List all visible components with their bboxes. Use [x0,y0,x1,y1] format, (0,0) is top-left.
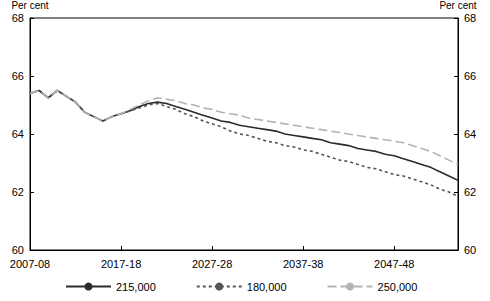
svg-text:64: 64 [12,128,24,140]
svg-text:Per cent: Per cent [11,0,48,11]
svg-text:Per cent: Per cent [439,0,476,11]
svg-text:215,000: 215,000 [116,281,156,293]
svg-text:64: 64 [464,128,476,140]
svg-text:2047-48: 2047-48 [374,258,414,270]
svg-text:62: 62 [12,186,24,198]
svg-text:60: 60 [12,244,24,256]
svg-text:2017-18: 2017-18 [101,258,141,270]
svg-text:68: 68 [464,12,476,24]
svg-text:68: 68 [12,12,24,24]
svg-text:60: 60 [464,244,476,256]
svg-text:2007-08: 2007-08 [10,258,50,270]
svg-text:2027-28: 2027-28 [192,258,232,270]
svg-text:2037-38: 2037-38 [283,258,323,270]
svg-text:62: 62 [464,186,476,198]
svg-text:250,000: 250,000 [378,281,418,293]
svg-text:66: 66 [12,70,24,82]
svg-text:180,000: 180,000 [247,281,287,293]
svg-text:66: 66 [464,70,476,82]
